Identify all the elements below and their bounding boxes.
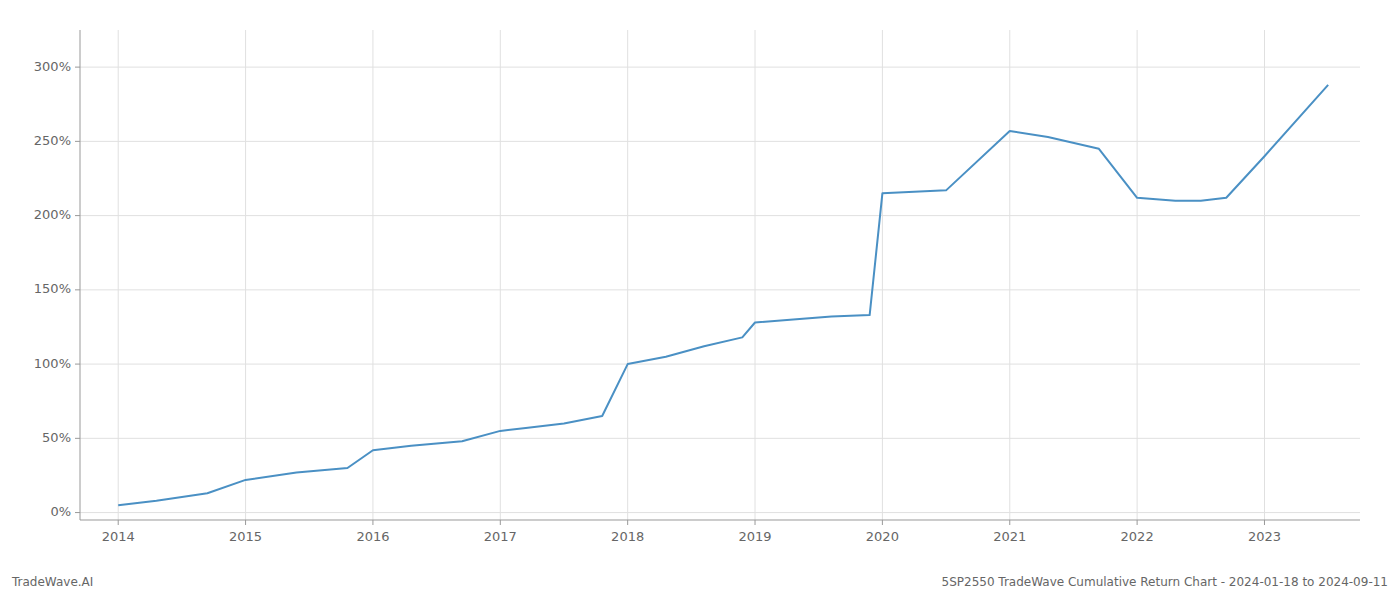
y-grid-line bbox=[80, 438, 1360, 439]
x-grid-line bbox=[245, 30, 246, 520]
y-tick bbox=[75, 141, 80, 142]
x-grid-line bbox=[500, 30, 501, 520]
x-tick bbox=[755, 520, 756, 525]
y-grid-line bbox=[80, 215, 1360, 216]
x-tick-label: 2020 bbox=[866, 529, 899, 544]
footer: TradeWave.AI 5SP2550 TradeWave Cumulative… bbox=[11, 575, 1388, 589]
y-grid-line bbox=[80, 141, 1360, 142]
page: {"chart_data": {"type": "line", "title":… bbox=[0, 0, 1400, 600]
return-line bbox=[118, 85, 1328, 505]
x-grid-line bbox=[1137, 30, 1138, 520]
y-tick bbox=[75, 512, 80, 513]
y-tick-label: 250% bbox=[34, 133, 71, 148]
y-tick-label: 50% bbox=[42, 430, 71, 445]
x-tick bbox=[1264, 520, 1265, 525]
x-tick-label: 2016 bbox=[356, 529, 389, 544]
x-tick-label: 2022 bbox=[1121, 529, 1154, 544]
chart: 0% 50% 100% 150% 200% 250% 300% 2014 2015 2016 201… bbox=[0, 0, 1400, 600]
x-grid-line bbox=[627, 30, 628, 520]
y-tick-label: 200% bbox=[34, 207, 71, 222]
y-tick-label: 300% bbox=[34, 59, 71, 74]
x-tick-label: 2015 bbox=[229, 529, 262, 544]
x-grid-line bbox=[755, 30, 756, 520]
y-tick bbox=[75, 215, 80, 216]
x-grid-line bbox=[1264, 30, 1265, 520]
y-tick-label: 150% bbox=[34, 281, 71, 296]
series bbox=[118, 85, 1328, 505]
x-tick bbox=[1009, 520, 1010, 525]
x-axis-line bbox=[80, 520, 1360, 521]
x-tick-label: 2018 bbox=[611, 529, 644, 544]
title: 5SP2550 TradeWave Cumulative Return Char… bbox=[942, 575, 1388, 589]
y-tick bbox=[75, 364, 80, 365]
x-tick bbox=[245, 520, 246, 525]
y-tick-label: 100% bbox=[34, 356, 71, 371]
x-grid-line bbox=[1009, 30, 1010, 520]
y-grid-line bbox=[80, 512, 1360, 513]
grid bbox=[80, 30, 1360, 520]
y-grid-line bbox=[80, 364, 1360, 365]
x-tick bbox=[500, 520, 501, 525]
x-tick bbox=[118, 520, 119, 525]
x-grid-line bbox=[882, 30, 883, 520]
x-grid-line bbox=[372, 30, 373, 520]
x-tick bbox=[372, 520, 373, 525]
x-tick-label: 2021 bbox=[993, 529, 1026, 544]
x-tick bbox=[627, 520, 628, 525]
x-tick-label: 2017 bbox=[484, 529, 517, 544]
y-grid-line bbox=[80, 67, 1360, 68]
y-tick bbox=[75, 289, 80, 290]
y-tick bbox=[75, 438, 80, 439]
x-tick-label: 2014 bbox=[102, 529, 135, 544]
y-axis-line bbox=[80, 30, 81, 520]
y-tick-label: 0% bbox=[50, 504, 71, 519]
axes: 0% 50% 100% 150% 200% 250% 300% 2014 2015 2016 201… bbox=[34, 30, 1360, 544]
x-tick bbox=[1137, 520, 1138, 525]
footer-left: TradeWave.AI bbox=[11, 575, 93, 589]
x-tick-label: 2023 bbox=[1248, 529, 1281, 544]
y-grid-line bbox=[80, 289, 1360, 290]
x-grid-line bbox=[118, 30, 119, 520]
x-tick bbox=[882, 520, 883, 525]
y-tick bbox=[75, 67, 80, 68]
x-tick-label: 2019 bbox=[738, 529, 771, 544]
